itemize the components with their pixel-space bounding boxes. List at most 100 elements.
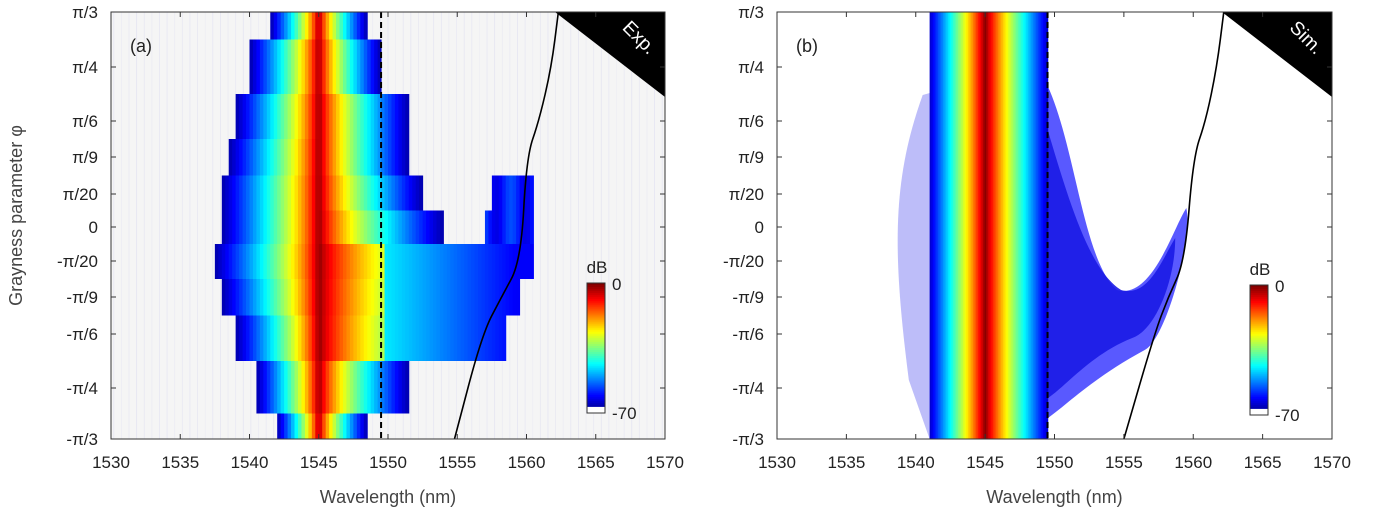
spectrum-cell — [453, 315, 458, 361]
spectrum-cell — [246, 94, 250, 139]
spectrum-cell — [436, 244, 441, 279]
spectrum-cell — [353, 361, 358, 414]
spectrum-lobe-cell — [495, 175, 500, 211]
spectrum-cell — [488, 244, 493, 279]
colorbar-cell — [1250, 333, 1268, 337]
spectrum-cell — [242, 210, 247, 244]
spectrum-cell — [266, 361, 271, 414]
spectrum-cell — [249, 210, 254, 244]
spectrum-cell — [484, 279, 489, 316]
spectrum-cell — [422, 210, 427, 244]
colorbar-cell — [1250, 390, 1268, 394]
spectrum-cell — [367, 315, 372, 361]
spectrum-cell — [377, 94, 382, 139]
colorbar: dB0 -70 — [586, 258, 637, 423]
spectrum-cell — [408, 175, 413, 211]
spectrum-cell — [471, 244, 476, 279]
spectrum-cell — [478, 244, 482, 279]
spectrum-cell — [304, 94, 309, 139]
spectrum-cell — [263, 210, 268, 244]
spectrum-cell — [311, 139, 316, 176]
colorbar-cell — [1250, 356, 1268, 359]
spectrum-cell — [325, 361, 330, 414]
spectrum-stripe — [992, 12, 995, 439]
spectrum-cell — [401, 244, 406, 279]
spectrum-cell — [304, 413, 309, 439]
spectrum-cell — [349, 244, 354, 279]
spectrum-cell — [287, 413, 292, 439]
spectrum-lobe-cell — [529, 210, 534, 244]
colorbar-cell — [587, 404, 605, 408]
spectrum-cell — [388, 315, 392, 361]
spectrum-cell — [349, 279, 354, 316]
spectrum-cell — [336, 279, 341, 316]
spectrum-cell — [297, 315, 302, 361]
spectrum-cell — [332, 12, 337, 40]
spectrum-cell — [336, 413, 341, 439]
spectrum-cell — [342, 12, 347, 40]
spectrum-cell — [384, 244, 389, 279]
x-tick-label: 1540 — [231, 453, 269, 472]
colorbar-min-label: -70 — [1275, 406, 1300, 425]
spectrum-stripe — [954, 12, 957, 439]
spectrum-cell — [287, 244, 292, 279]
spectrum-stripe — [986, 12, 989, 439]
spectrum-cell — [273, 361, 278, 414]
spectrum-cell — [249, 279, 254, 316]
spectrum-cell — [294, 244, 299, 279]
spectrum-stripe — [952, 12, 955, 439]
spectrum-cell — [360, 39, 365, 94]
spectrum-cell — [349, 413, 354, 439]
colorbar-cell — [1250, 382, 1268, 386]
spectrum-cell — [398, 361, 403, 414]
spectrum-cell — [280, 210, 285, 244]
spectrum-cell — [325, 315, 330, 361]
spectrum-cell — [287, 12, 292, 40]
spectrum-cell — [301, 244, 306, 279]
spectrum-cell — [239, 244, 244, 279]
spectrum-cell — [256, 315, 261, 361]
spectrum-cell — [291, 244, 296, 279]
spectrum-cell — [336, 139, 341, 176]
spectrum-cell — [301, 413, 306, 439]
spectrum-cell — [322, 12, 327, 40]
spectrum-cell — [301, 315, 306, 361]
spectrum-stripe — [989, 12, 992, 439]
spectrum-cell — [388, 175, 392, 211]
colorbar-cell — [1250, 406, 1268, 410]
spectrum-cell — [433, 315, 437, 361]
spectrum-cell — [249, 139, 254, 176]
spectrum-cell — [381, 315, 386, 361]
spectrum-cell — [270, 210, 275, 244]
spectrum-cell — [329, 12, 334, 40]
spectrum-cell — [405, 244, 410, 279]
colorbar-cell — [1250, 398, 1268, 402]
spectrum-cell — [246, 139, 250, 176]
spectrum-cell — [332, 139, 337, 176]
spectrum-cell — [353, 94, 358, 139]
spectrum-cell — [436, 315, 441, 361]
spectrum-stripe — [1001, 12, 1004, 439]
colorbar-cell — [587, 364, 605, 367]
spectrum-stripe — [932, 12, 936, 439]
spectrum-cell — [322, 361, 327, 414]
colorbar-label: dB — [1250, 260, 1271, 279]
spectrum-cell — [405, 175, 410, 211]
colorbar-cell — [587, 378, 605, 382]
spectrum-cell — [374, 244, 379, 279]
spectrum-cell — [291, 175, 296, 211]
spectrum-cell — [363, 39, 368, 94]
colorbar-cell — [587, 333, 605, 337]
colorbar-cell — [587, 368, 605, 371]
spectrum-cell — [429, 244, 434, 279]
spectrum-cell — [363, 279, 368, 316]
colorbar-cell — [587, 374, 605, 378]
spectrum-stripe — [981, 12, 984, 439]
spectrum-lobe-cell — [523, 210, 527, 244]
colorbar-cell — [1250, 350, 1268, 353]
spectrum-cell — [426, 279, 431, 316]
spectrum-cell — [256, 361, 261, 414]
spectrum-cell — [498, 315, 503, 361]
spectrum-lobe-cell — [484, 210, 489, 244]
colorbar-cell — [1250, 402, 1268, 406]
